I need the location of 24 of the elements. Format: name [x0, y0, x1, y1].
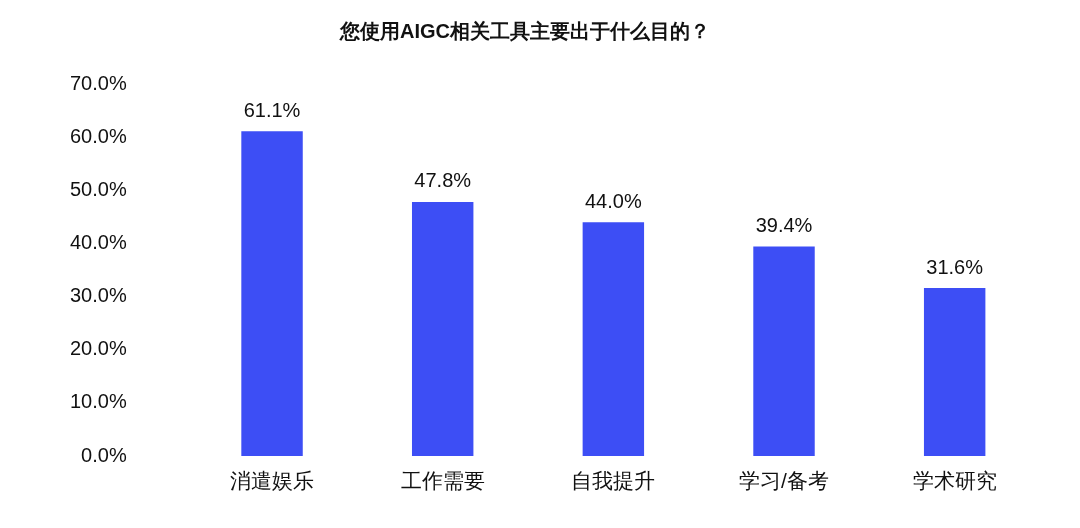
y-tick-label: 70.0% — [69, 71, 127, 94]
x-tick-label: 学习/备考 — [739, 469, 829, 493]
bar — [923, 288, 986, 456]
data-label: 39.4% — [755, 214, 813, 237]
bar — [582, 222, 645, 456]
y-tick-label: 0.0% — [81, 443, 127, 466]
data-label: 47.8% — [414, 169, 472, 192]
bar — [241, 131, 303, 456]
x-tick-label: 学术研究 — [912, 469, 997, 493]
data-label: 31.6% — [926, 255, 984, 278]
x-tick-label: 工作需要 — [400, 469, 485, 493]
y-tick-label: 10.0% — [69, 390, 127, 413]
bar — [411, 201, 474, 456]
y-tick-label: 50.0% — [69, 177, 127, 200]
y-tick-label: 60.0% — [69, 124, 127, 147]
x-tick-label: 消遣娱乐 — [230, 469, 315, 493]
data-label: 44.0% — [585, 189, 642, 212]
y-tick-label: 30.0% — [69, 284, 127, 307]
y-tick-label: 20.0% — [69, 337, 127, 360]
chart-title: 您使用AIGC相关工具主要出于什么目的？ — [339, 19, 710, 42]
bar — [753, 246, 815, 456]
y-tick-label: 40.0% — [69, 230, 127, 253]
x-tick-label: 自我提升 — [571, 469, 656, 493]
data-label: 61.1% — [243, 98, 301, 121]
